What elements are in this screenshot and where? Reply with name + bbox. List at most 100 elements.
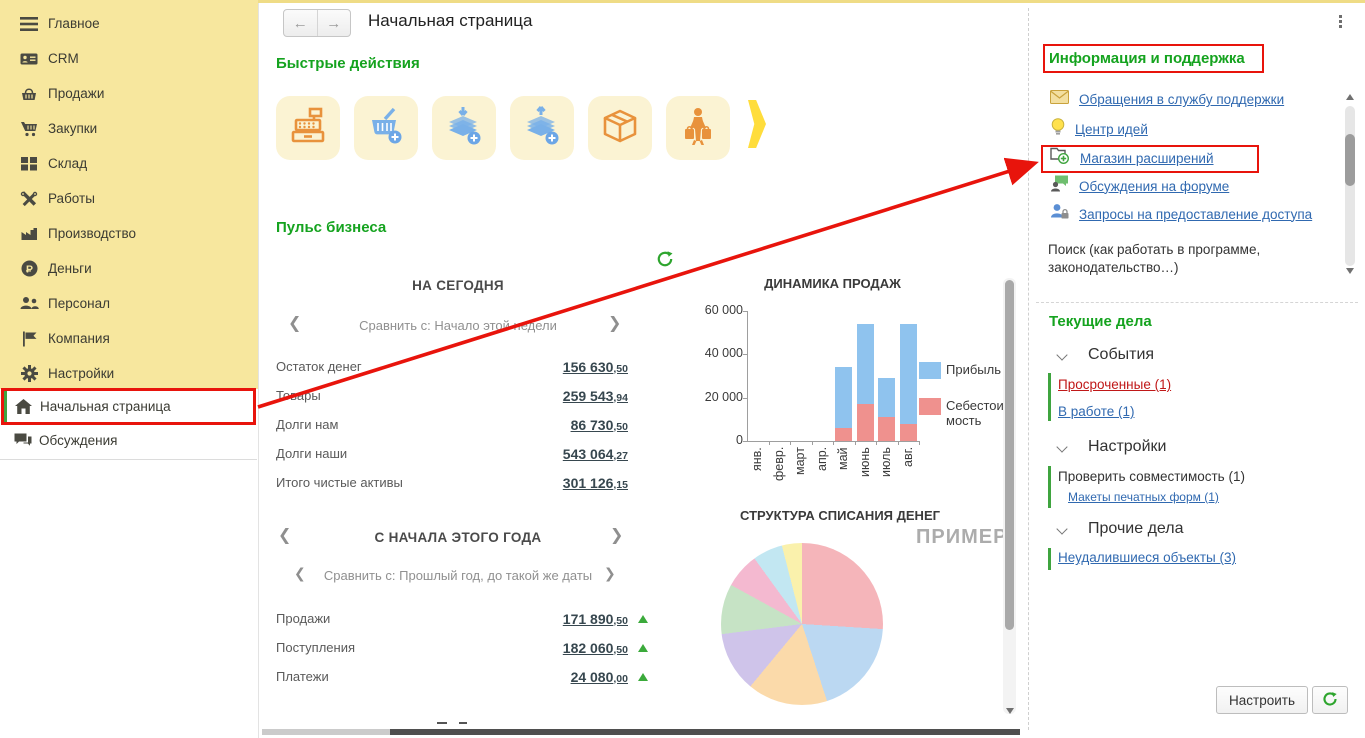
trend-up-icon xyxy=(638,643,648,652)
todo-link-undeleted-objects[interactable]: Неудалившиеся объекты (3) xyxy=(1058,550,1237,565)
sidebar-item-settings[interactable]: Настройки xyxy=(0,356,258,391)
sidebar-item-sales[interactable]: Продажи xyxy=(0,76,258,111)
kpi-value[interactable]: 24 080,00 xyxy=(570,668,628,685)
chevron-down-icon[interactable] xyxy=(1056,523,1068,535)
sidebar-item-crm[interactable]: CRM xyxy=(0,41,258,76)
forward-button[interactable]: → xyxy=(326,14,342,32)
kpi-value[interactable]: 259 543,94 xyxy=(562,387,628,404)
sidebar-item-label: Компания xyxy=(48,331,110,346)
compare2-prev-chevron[interactable]: ❮ xyxy=(294,565,306,581)
sidebar-item-works[interactable]: Работы xyxy=(0,181,258,216)
sidebar-item-label: Персонал xyxy=(48,296,110,311)
y-tick-label: 40 000 xyxy=(704,346,743,361)
compare2-next-chevron[interactable]: ❯ xyxy=(604,565,616,581)
home-icon xyxy=(13,397,33,417)
year-compare-label[interactable]: Сравнить с: Прошлый год, до такой же дат… xyxy=(323,568,593,583)
quick-action-money-out[interactable] xyxy=(510,96,574,160)
sidebar-item-warehouse[interactable]: Склад xyxy=(0,146,258,181)
access-request-icon xyxy=(1050,203,1069,225)
todo-link-print-forms[interactable]: Макеты печатных форм (1) xyxy=(1068,490,1219,504)
scrollbar-thumb[interactable] xyxy=(1005,280,1014,630)
compare-next-chevron[interactable]: ❯ xyxy=(608,315,622,332)
link-extension-store[interactable]: Магазин расширений xyxy=(1050,146,1214,170)
kpi-value[interactable]: 171 890,50 xyxy=(562,610,628,627)
chevron-down-icon[interactable] xyxy=(1056,441,1068,453)
link-forum-discussions[interactable]: Обсуждения на форуме xyxy=(1050,175,1229,197)
sidebar-item-label: Склад xyxy=(48,156,88,171)
kpi-value[interactable]: 86 730,50 xyxy=(570,416,628,433)
quick-action-new-sale[interactable] xyxy=(354,96,418,160)
sidebar: Главное CRM Продажи Закупки Склад Работы… xyxy=(0,0,259,738)
y-tick xyxy=(743,311,747,312)
scroll-down-arrow-icon[interactable] xyxy=(1346,268,1354,274)
kpi-value[interactable]: 301 126,15 xyxy=(562,474,628,491)
scroll-up-arrow-icon[interactable] xyxy=(1346,94,1354,100)
bar-segment-Себестоимость xyxy=(835,428,853,441)
today-rows: Остаток денег 156 630,50 Товары 259 543,94… xyxy=(276,352,628,497)
kpi-row: Товары 259 543,94 xyxy=(276,381,628,410)
refresh-button[interactable] xyxy=(1312,686,1348,714)
money-structure-chart: СТРУКТУРА СПИСАНИЯ ДЕНЕГ ПРИМЕР xyxy=(690,500,1012,738)
crm-icon xyxy=(19,49,39,69)
todo-link-in-progress[interactable]: В работе (1) xyxy=(1058,404,1135,419)
sidebar-item-purchases[interactable]: Закупки xyxy=(0,111,258,146)
x-tick xyxy=(897,441,899,445)
sidebar-item-money[interactable]: Р Деньги xyxy=(0,251,258,286)
sidebar-item-company[interactable]: Компания xyxy=(0,321,258,356)
more-menu-icon[interactable] xyxy=(1334,13,1346,30)
quick-action-cash-register[interactable] xyxy=(276,96,340,160)
kpi-value[interactable]: 156 630,50 xyxy=(562,358,628,375)
period-prev-chevron[interactable]: ❮ xyxy=(278,527,292,544)
today-heading: НА СЕГОДНЯ xyxy=(412,278,504,293)
sidebar-item-staff[interactable]: Персонал xyxy=(0,286,258,321)
x-tick-label: март xyxy=(793,447,808,475)
link-support-requests[interactable]: Обращения в службу поддержки xyxy=(1050,90,1284,109)
link-access-requests[interactable]: Запросы на предоставление доступа xyxy=(1050,203,1312,225)
compare-prev-chevron[interactable]: ❮ xyxy=(288,315,302,332)
works-icon xyxy=(19,189,39,209)
sidebar-item-discussions[interactable]: Обсуждения xyxy=(0,425,258,455)
kpi-value[interactable]: 543 064,27 xyxy=(562,445,628,462)
scrollbar-thumb[interactable] xyxy=(390,729,1020,735)
chevron-down-icon[interactable] xyxy=(1056,349,1068,361)
info-panel-scrollbar[interactable] xyxy=(1345,106,1355,266)
scroll-down-arrow-icon[interactable] xyxy=(1006,708,1014,714)
quick-action-money-in[interactable] xyxy=(432,96,496,160)
kpi-label: Продажи xyxy=(276,611,331,626)
bar-segment-Себестоимость xyxy=(856,404,874,441)
quick-action-package[interactable] xyxy=(588,96,652,160)
company-icon xyxy=(19,329,39,349)
sidebar-item-label: Начальная страница xyxy=(40,399,171,414)
kpi-row: Долги нам 86 730,50 xyxy=(276,410,628,439)
link-idea-center[interactable]: Центр идей xyxy=(1051,118,1148,141)
search-hint-line2[interactable]: законодательство…) xyxy=(1048,260,1179,275)
sidebar-item-label: Производство xyxy=(48,226,137,241)
scrollbar-thumb[interactable] xyxy=(1345,134,1355,186)
configure-button[interactable]: Настроить xyxy=(1216,686,1308,714)
sidebar-item-home[interactable]: Начальная страница xyxy=(0,389,258,424)
pulse-refresh-icon[interactable] xyxy=(656,250,674,273)
todo-group-events[interactable]: События xyxy=(1088,346,1155,363)
period-next-chevron[interactable]: ❯ xyxy=(610,527,624,544)
y-tick-label: 0 xyxy=(736,433,743,447)
chart-title: СТРУКТУРА СПИСАНИЯ ДЕНЕГ xyxy=(740,508,940,523)
sidebar-item-main[interactable]: Главное xyxy=(0,6,258,41)
sidebar-item-label: CRM xyxy=(48,51,79,66)
history-nav: ← → xyxy=(283,9,351,37)
kpi-value[interactable]: 182 060,50 xyxy=(562,639,628,656)
back-button[interactable]: ← xyxy=(284,10,318,36)
sidebar-item-production[interactable]: Производство xyxy=(0,216,258,251)
today-compare-label[interactable]: Сравнить с: Начало этой недели xyxy=(359,318,557,333)
search-hint-line1[interactable]: Поиск (как работать в программе, xyxy=(1048,242,1261,257)
todo-group-other[interactable]: Прочие дела xyxy=(1088,520,1184,537)
todo-heading: Текущие дела xyxy=(1049,313,1152,330)
refresh-icon xyxy=(1322,691,1338,710)
pulse-vertical-scrollbar[interactable] xyxy=(1003,278,1016,714)
todo-group-settings[interactable]: Настройки xyxy=(1088,438,1167,455)
todo-link-overdue[interactable]: Просроченные (1) xyxy=(1058,377,1172,392)
quick-actions-heading: Быстрые действия xyxy=(276,55,420,72)
more-actions-arrow[interactable] xyxy=(748,100,766,148)
quick-action-courier[interactable] xyxy=(666,96,730,160)
x-tick-label: июнь xyxy=(857,447,872,477)
bar-segment-Прибыль xyxy=(835,367,853,428)
